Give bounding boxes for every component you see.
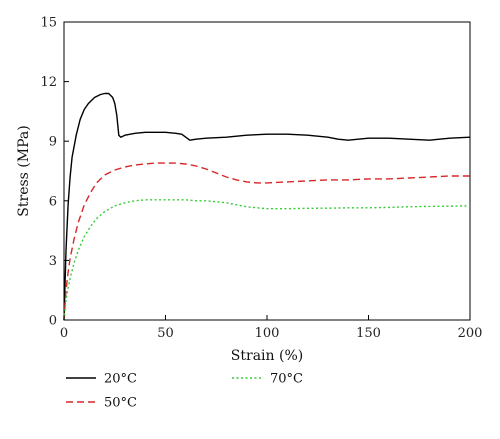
- y-tick-label: 3: [49, 254, 57, 269]
- series-layer: [63, 92, 471, 321]
- plot-area: [63, 21, 471, 321]
- plot-frame: [63, 21, 471, 321]
- y-tick-label: 6: [49, 194, 57, 209]
- x-tick-label: 100: [255, 326, 280, 341]
- legend: 20°C 50°C 70°C: [66, 372, 303, 411]
- y-tick-label: 15: [40, 16, 57, 31]
- y-tick-label: 12: [40, 75, 57, 90]
- y-tick-label: 9: [49, 135, 57, 150]
- series-line-1: [63, 92, 471, 321]
- legend-label-3: 70°C: [270, 372, 303, 387]
- y-axis-label: Stress (MPa): [16, 125, 32, 216]
- x-tick-label: 150: [356, 326, 381, 341]
- x-tick-label: 0: [60, 326, 68, 341]
- x-tick-label: 50: [157, 326, 174, 341]
- legend-label-2: 50°C: [104, 396, 137, 411]
- series-line-2: [63, 162, 470, 321]
- axis-ticks: 0 50 100 150 200 0 3 6 9 12 15: [40, 16, 482, 342]
- x-tick-label: 200: [458, 326, 483, 341]
- x-axis-label: Strain (%): [231, 348, 303, 364]
- series-line-3: [63, 199, 471, 321]
- y-tick-label: 0: [49, 314, 57, 329]
- legend-label-1: 20°C: [104, 372, 137, 387]
